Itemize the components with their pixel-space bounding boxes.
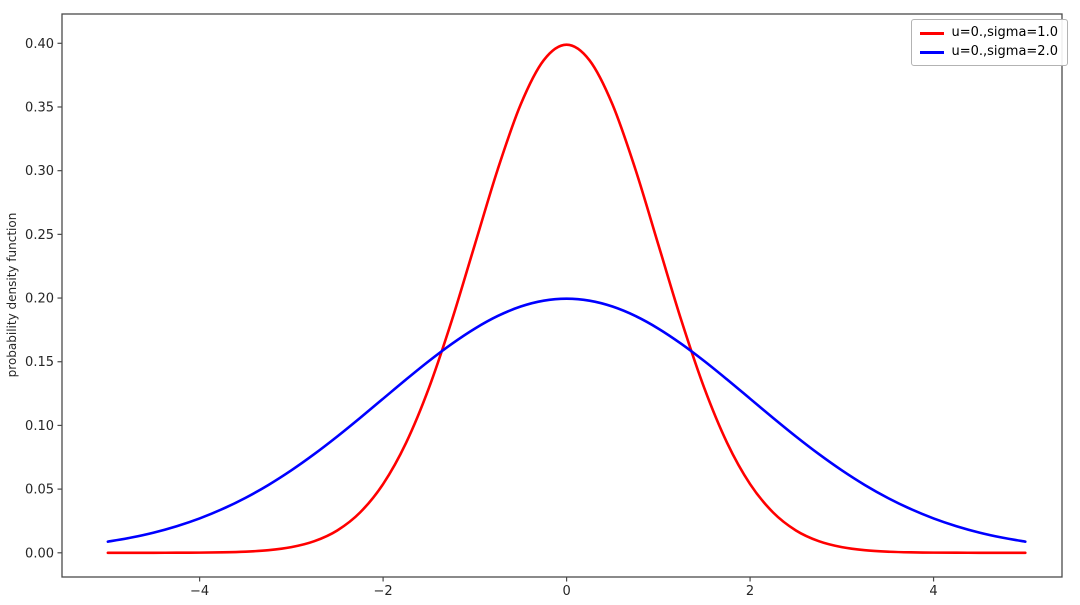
curve-u=0.,sigma=2.0	[106, 297, 1027, 543]
legend-entry-sigma2: u=0.,sigma=2.0	[920, 44, 1058, 60]
y-tick-label: 0.10	[25, 419, 54, 434]
legend-entry-sigma1: u=0.,sigma=1.0	[920, 25, 1058, 41]
axes: −4 −2 0 2 4 0.00 0.05 0.10 0.15 0.20 0.25 0.30 0.35 0…	[25, 13, 1063, 599]
y-tick-label: 0.35	[25, 100, 54, 115]
y-axis-label: probability density function	[5, 213, 19, 378]
y-tick-label: 0.15	[25, 355, 54, 370]
red-line-swatch-icon	[920, 31, 945, 35]
y-tick-label: 0.40	[25, 37, 54, 52]
y-tick-label: 0.00	[25, 546, 54, 561]
x-tick-label: 4	[929, 584, 937, 599]
curve-u=0.,sigma=1.0	[106, 43, 1027, 555]
legend-label-sigma2: u=0.,sigma=2.0	[951, 44, 1058, 59]
curves	[106, 43, 1027, 555]
x-tick-label: −2	[374, 584, 393, 599]
x-tick-label: 2	[746, 584, 754, 599]
blue-line-swatch-icon	[920, 50, 945, 54]
legend: u=0.,sigma=1.0 u=0.,sigma=2.0	[911, 19, 1068, 66]
y-tick-label: 0.20	[25, 292, 54, 307]
y-tick-label: 0.25	[25, 228, 54, 243]
y-tick-label: 0.05	[25, 483, 54, 498]
legend-label-sigma1: u=0.,sigma=1.0	[951, 25, 1058, 40]
y-tick-label: 0.30	[25, 164, 54, 179]
x-tick-label: 0	[562, 584, 570, 599]
x-tick-label: −4	[190, 584, 209, 599]
